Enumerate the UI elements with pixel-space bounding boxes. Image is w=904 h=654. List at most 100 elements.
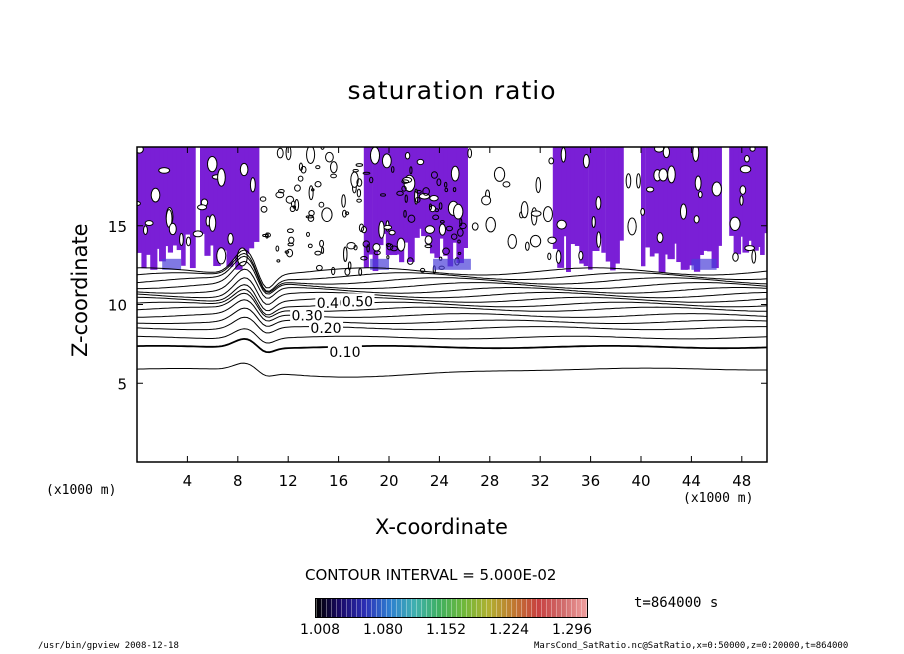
contour-line	[137, 299, 767, 322]
fill-column	[614, 147, 620, 264]
fill-column	[230, 147, 237, 259]
fill-column	[252, 147, 260, 242]
contour-blob	[276, 147, 284, 159]
fill-column	[452, 147, 458, 243]
contour-line	[137, 337, 767, 354]
contour-blob	[744, 155, 750, 163]
contour-blob	[352, 168, 359, 173]
contour-blob	[360, 256, 368, 261]
fill-column	[552, 147, 559, 249]
contour-line	[137, 316, 767, 334]
contour-blob	[403, 210, 407, 218]
contour-blob	[297, 175, 304, 182]
fill-column	[663, 147, 670, 255]
contour-blob	[386, 243, 394, 251]
fill-column	[460, 147, 468, 249]
contour-blob	[192, 230, 204, 238]
fill-column	[390, 147, 398, 256]
x-tick-label: 8	[233, 472, 243, 490]
fill-column	[711, 147, 719, 269]
contour-line	[137, 268, 767, 299]
contour-blob	[142, 225, 148, 235]
contour-blob	[560, 147, 567, 163]
fill-column	[746, 147, 755, 241]
contour-blob	[542, 206, 553, 223]
contour-blob	[459, 222, 467, 230]
contour-blob	[507, 233, 517, 249]
contour-blob	[381, 153, 392, 169]
contour-blob	[344, 211, 350, 216]
contour-blob	[137, 147, 144, 154]
contour-blob	[294, 184, 301, 192]
contour-line	[137, 249, 767, 289]
contour-line	[137, 255, 767, 293]
contour-blob	[330, 173, 337, 179]
contour-line	[137, 284, 767, 312]
contour-blob	[343, 246, 348, 262]
x-tick-label: 24	[430, 472, 449, 490]
fill-column	[244, 147, 250, 254]
contour-blob	[383, 224, 393, 230]
fill-column	[601, 147, 606, 253]
contour-blob	[595, 196, 602, 210]
contour-blob	[432, 214, 440, 221]
contour-blob	[366, 244, 370, 253]
contour-blob	[732, 252, 739, 262]
fill-column	[189, 147, 196, 269]
contour-blob	[362, 171, 371, 175]
contour-blob	[396, 190, 404, 196]
contour-blob	[578, 250, 584, 261]
fill-column	[755, 147, 763, 247]
contour-blob	[321, 246, 325, 254]
x-unit-right: (x1000 m)	[683, 491, 754, 506]
contour-line	[137, 260, 767, 295]
contour-blob	[457, 228, 464, 237]
contour-blob	[158, 167, 171, 174]
contour-blob	[692, 147, 700, 162]
fill-base	[162, 258, 182, 270]
fill-column	[137, 147, 144, 253]
contour-line	[137, 328, 767, 344]
contour-blob	[582, 153, 590, 169]
fill-column	[596, 147, 602, 239]
fill-column	[381, 147, 387, 234]
fill-column	[685, 147, 690, 270]
y-tick-label: 5	[117, 375, 127, 393]
fill-base	[370, 258, 389, 270]
contour-blob	[415, 189, 422, 194]
contour-blob	[428, 203, 433, 211]
contour-blob	[286, 228, 294, 234]
fill-column	[760, 147, 765, 255]
contour-lines	[137, 249, 767, 378]
contour-blob	[627, 217, 637, 236]
fill-column	[213, 147, 221, 267]
contour-blob	[438, 202, 443, 210]
fill-column	[641, 147, 646, 267]
fill-column	[583, 147, 589, 267]
contour-label-bg	[290, 307, 325, 323]
fill-column	[698, 147, 704, 256]
contour-blob	[378, 220, 385, 239]
x-tick-label: 12	[279, 472, 298, 490]
contour-blob	[416, 158, 425, 166]
contour-blob	[292, 205, 297, 209]
contour-label: 0.20	[310, 321, 341, 337]
fill-column	[248, 147, 255, 249]
fill-column	[570, 147, 578, 245]
contour-blob	[385, 242, 392, 247]
colorbar-tick-label: 1.080	[363, 622, 404, 638]
fill-column	[689, 147, 695, 266]
contour-blob	[319, 239, 325, 248]
fill-column	[438, 147, 446, 239]
contour-blob	[314, 250, 322, 256]
contour-blob	[524, 241, 530, 251]
fill-column	[764, 147, 767, 234]
contour-blob	[445, 225, 453, 232]
contour-blob	[287, 242, 294, 247]
contour-blob	[591, 215, 596, 228]
time-label: t=864000 s	[634, 595, 719, 611]
fill-column	[733, 147, 742, 255]
fill-column	[235, 147, 243, 270]
contour-blob	[640, 207, 645, 216]
x-tick-label: 48	[732, 472, 751, 490]
